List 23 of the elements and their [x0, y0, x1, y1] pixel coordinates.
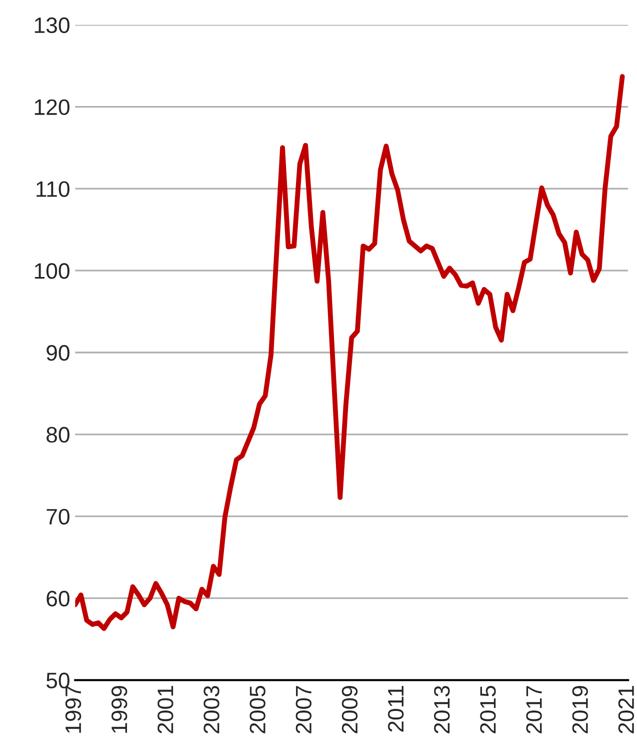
x-tick-label: 2001 [158, 686, 174, 734]
y-tick-label: 100 [34, 263, 70, 279]
x-tick-label: 1999 [111, 686, 128, 733]
x-tick-label: 2013 [434, 686, 450, 734]
y-tick-label: 70 [46, 508, 70, 525]
line-series [75, 74, 625, 631]
x-tick-label: 2015 [480, 686, 496, 734]
y-tick-label: 130 [34, 17, 70, 34]
y-tick-label: 120 [34, 99, 70, 116]
x-tick-label: 2019 [572, 686, 588, 734]
x-tick-label: 2017 [526, 686, 542, 734]
x-tick-label: 2003 [204, 686, 220, 734]
x-tick-label: 2011 [388, 686, 404, 732]
x-tick-label: 2021 [618, 686, 634, 734]
y-tick-label: 90 [46, 345, 70, 361]
x-tick-label: 1997 [65, 686, 82, 733]
y-tick-label: 60 [46, 590, 70, 606]
x-tick-label: 2009 [342, 686, 358, 734]
y-tick-label: 110 [36, 181, 70, 197]
x-tick-label: 2005 [250, 686, 266, 734]
y-tick-label: 50 [46, 672, 70, 688]
x-tick-label: 2007 [296, 686, 312, 734]
y-tick-label: 80 [46, 426, 70, 443]
